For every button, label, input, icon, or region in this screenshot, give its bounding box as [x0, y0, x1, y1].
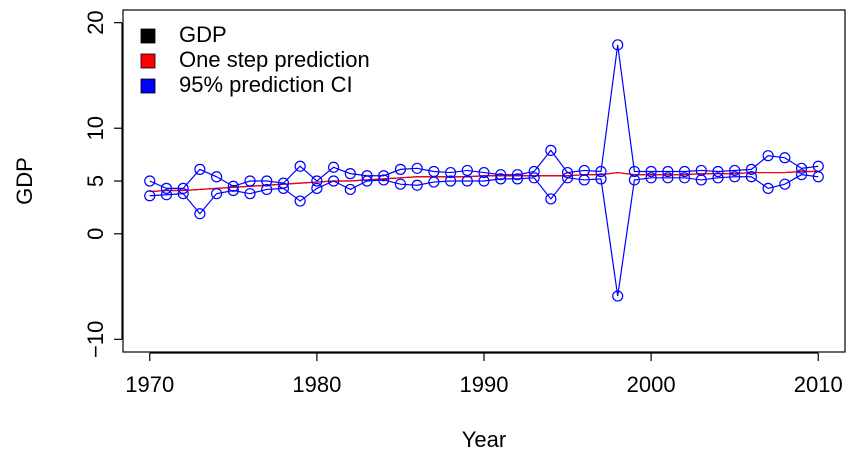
y-tick-label: 20 — [83, 10, 108, 34]
series-point — [695, 174, 707, 186]
series-point — [511, 173, 524, 185]
series-point — [244, 188, 256, 200]
series-point — [378, 170, 390, 182]
series-point — [745, 171, 758, 183]
series-point — [762, 150, 774, 162]
series-point — [712, 165, 724, 178]
x-tick-label: 2010 — [794, 372, 843, 397]
series-point — [144, 175, 156, 187]
series-point — [812, 171, 824, 183]
series-point — [461, 175, 473, 187]
x-tick-label: 1990 — [460, 372, 509, 397]
x-tick-label: 1980 — [292, 372, 341, 397]
legend-swatch — [140, 78, 156, 94]
series-point — [244, 175, 256, 187]
legend-label: One step prediction — [179, 47, 370, 72]
series-point — [762, 182, 774, 194]
series-point — [662, 172, 674, 184]
series-point — [645, 172, 657, 184]
series-point — [294, 160, 306, 172]
series-point — [612, 39, 624, 51]
series-point — [194, 208, 206, 220]
legend-swatch — [140, 53, 156, 69]
series-point — [444, 166, 457, 179]
series-point — [210, 171, 223, 183]
y-axis-title: GDP — [12, 157, 37, 205]
series-point — [545, 144, 557, 156]
series-point — [344, 183, 356, 196]
series-point — [528, 165, 540, 178]
series-point — [394, 163, 407, 175]
x-tick-label: 1970 — [125, 372, 174, 397]
series-line — [149, 174, 819, 297]
series-point — [561, 172, 574, 184]
series-point — [779, 178, 791, 190]
series-point — [545, 193, 557, 205]
series-point — [628, 174, 641, 186]
series-point — [745, 163, 758, 175]
series-point — [194, 163, 206, 175]
series-point — [311, 175, 323, 187]
series-point — [327, 161, 340, 173]
y-tick-label: 0 — [83, 228, 108, 240]
legend-label: 95% prediction CI — [179, 72, 353, 97]
series-point — [344, 168, 356, 180]
series-point — [645, 165, 657, 178]
series-point — [662, 165, 674, 178]
series-point — [779, 152, 791, 164]
series-point — [411, 179, 423, 191]
series-point — [411, 162, 423, 174]
series-point — [595, 173, 607, 185]
series-point — [528, 172, 540, 184]
series-point — [227, 180, 239, 192]
y-tick-label: −10 — [83, 321, 108, 358]
series-point — [327, 175, 340, 187]
series-point — [478, 166, 490, 179]
x-tick-label: 2000 — [627, 372, 676, 397]
series-point — [261, 175, 273, 187]
series-point — [261, 183, 273, 196]
series-point — [394, 178, 407, 190]
plot-box — [122, 9, 846, 353]
series-point — [160, 189, 173, 201]
series-point — [177, 188, 189, 200]
series-point — [495, 173, 507, 185]
series-point — [678, 172, 691, 184]
series-point — [795, 169, 808, 181]
series-point — [311, 182, 323, 194]
series-point — [578, 174, 590, 186]
series-point — [678, 165, 691, 178]
series-point — [294, 195, 306, 207]
series-point — [144, 190, 156, 202]
series-point — [210, 188, 223, 200]
series-point — [378, 174, 390, 186]
series-point — [160, 182, 173, 194]
series-point — [729, 171, 741, 183]
x-axis-title: Year — [462, 427, 506, 452]
series-point — [612, 290, 624, 302]
series-point — [277, 182, 290, 194]
series-point — [428, 176, 440, 188]
series-point — [361, 175, 373, 187]
legend-label: GDP — [179, 22, 227, 47]
series-point — [227, 184, 239, 197]
series-point — [444, 175, 457, 187]
series-point — [511, 169, 524, 181]
series-point — [795, 162, 808, 174]
series-point — [478, 175, 490, 187]
series-point — [712, 172, 724, 184]
series-point — [729, 164, 741, 177]
series-point — [495, 169, 507, 181]
legend-swatch — [140, 28, 156, 44]
y-tick-label: 5 — [83, 175, 108, 187]
series-point — [595, 165, 607, 178]
y-tick-label: 10 — [83, 116, 108, 140]
series-point — [628, 165, 641, 178]
